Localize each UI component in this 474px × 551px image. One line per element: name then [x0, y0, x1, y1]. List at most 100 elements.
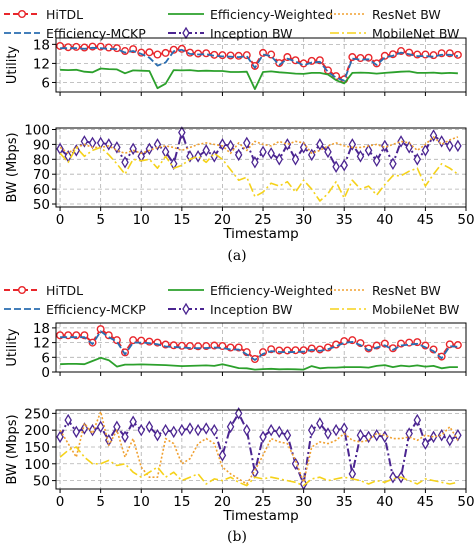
legend-marker-inception: [182, 26, 190, 40]
plot-frame: [55, 127, 467, 208]
x-tick-label: 20: [214, 494, 231, 510]
y-tick-label: 60: [33, 182, 50, 198]
y-tick-label: 18: [33, 321, 50, 337]
data-point-inception: [275, 153, 284, 166]
data-point-inception: [389, 470, 397, 484]
series-line-mckp: [60, 46, 459, 82]
plot-frame: [55, 37, 467, 93]
x-tick-label: 0: [56, 212, 65, 228]
data-point-inception: [194, 423, 202, 437]
x-tick-label: 25: [254, 212, 271, 228]
data-point-hitdl: [169, 45, 178, 54]
series-line-mobilenet: [59, 146, 459, 202]
x-tick-label: 50: [457, 494, 474, 510]
y-tick-label: 0: [41, 365, 50, 381]
data-point-inception: [243, 423, 251, 437]
y-tick-label: 250: [24, 406, 50, 422]
plot-frame: [55, 409, 467, 490]
data-point-hitdl: [226, 51, 235, 60]
data-point-inception: [121, 430, 129, 444]
data-point-hitdl: [104, 43, 113, 52]
legend-label-effw: Efficiency-Weighted: [210, 283, 333, 298]
data-point-inception: [348, 467, 357, 481]
data-point-inception: [64, 413, 72, 427]
data-point-inception: [56, 142, 64, 156]
legend-label-hitdl: HiTDL: [46, 283, 83, 298]
series-line-effw: [60, 356, 458, 371]
data-point-inception: [446, 139, 454, 153]
data-point-inception: [267, 423, 275, 437]
data-point-inception: [153, 138, 162, 151]
y-tick-label: 18: [33, 37, 50, 53]
y-tick-label: 12: [33, 336, 50, 352]
data-point-inception: [226, 139, 235, 153]
data-point-hitdl: [96, 325, 105, 334]
data-point-hitdl: [453, 50, 462, 59]
series-line-resnet: [59, 410, 459, 485]
data-point-inception: [243, 136, 251, 150]
legend-label-mckp: Efficiency-MCKP: [46, 26, 146, 41]
x-axis-label: Timestamp: [222, 226, 298, 242]
data-point-inception: [348, 138, 357, 151]
panel-caption: (b): [227, 529, 247, 545]
data-point-inception: [429, 430, 438, 444]
series-line-resnet: [59, 136, 459, 155]
data-point-inception: [234, 148, 243, 162]
series-line-mckp: [60, 330, 458, 361]
y-axis-label: BW (Mbps): [5, 414, 20, 484]
y-tick-label: 100: [24, 457, 50, 473]
panel-caption: (a): [227, 248, 246, 264]
x-tick-label: 45: [417, 212, 434, 228]
data-point-inception: [454, 139, 462, 153]
data-point-inception: [429, 129, 438, 142]
data-point-inception: [169, 425, 178, 439]
x-tick-label: 5: [96, 494, 105, 510]
data-point-inception: [340, 422, 348, 435]
data-point-inception: [72, 425, 81, 439]
x-tick-label: 30: [295, 494, 312, 510]
legend-label-resnet: ResNet BW: [372, 283, 441, 298]
data-point-inception: [259, 430, 267, 444]
data-point-hitdl: [429, 51, 438, 60]
y-axis-label: Utility: [5, 328, 20, 367]
x-tick-label: 35: [336, 494, 353, 510]
data-point-inception: [88, 423, 97, 437]
legend-label-inception: Inception BW: [210, 26, 293, 41]
data-point-inception: [178, 423, 186, 437]
data-point-hitdl: [145, 48, 154, 57]
data-point-hitdl: [267, 50, 276, 59]
x-axis-label: Timestamp: [222, 508, 298, 524]
x-tick-label: 30: [295, 212, 312, 228]
data-point-hitdl: [161, 48, 170, 57]
data-point-inception: [194, 150, 202, 163]
y-tick-label: 50: [33, 474, 50, 490]
y-tick-label: 80: [33, 152, 50, 168]
data-point-inception: [397, 135, 405, 148]
data-point-inception: [446, 433, 454, 447]
data-point-inception: [251, 465, 259, 479]
data-point-hitdl: [380, 51, 389, 60]
y-tick-label: 12: [33, 56, 50, 72]
x-tick-label: 15: [173, 212, 190, 228]
y-axis-label: BW (Mbps): [5, 132, 20, 202]
series-line-effw: [60, 67, 458, 90]
data-point-inception: [389, 157, 397, 171]
y-tick-label: 6: [41, 350, 50, 366]
y-tick-label: 6: [41, 75, 50, 91]
data-point-inception: [437, 135, 446, 148]
data-point-hitdl: [242, 51, 251, 60]
legend-marker-inception: [182, 302, 190, 316]
data-point-hitdl: [80, 43, 89, 52]
data-point-inception: [226, 420, 235, 434]
plot-frame: [55, 322, 467, 373]
data-point-inception: [137, 423, 146, 437]
series-line-inception: [59, 412, 459, 485]
series-line-mobilenet: [59, 446, 459, 487]
data-point-inception: [291, 153, 300, 166]
plot-a-utility: 6 12 18 Utility: [5, 37, 467, 96]
data-point-inception: [202, 144, 210, 157]
legend-a: HiTDL Efficiency-Weighted ResNet BW Efficie…: [4, 7, 459, 41]
data-point-inception: [332, 160, 340, 174]
legend-item-mckp: Efficiency-MCKP: [4, 26, 146, 41]
